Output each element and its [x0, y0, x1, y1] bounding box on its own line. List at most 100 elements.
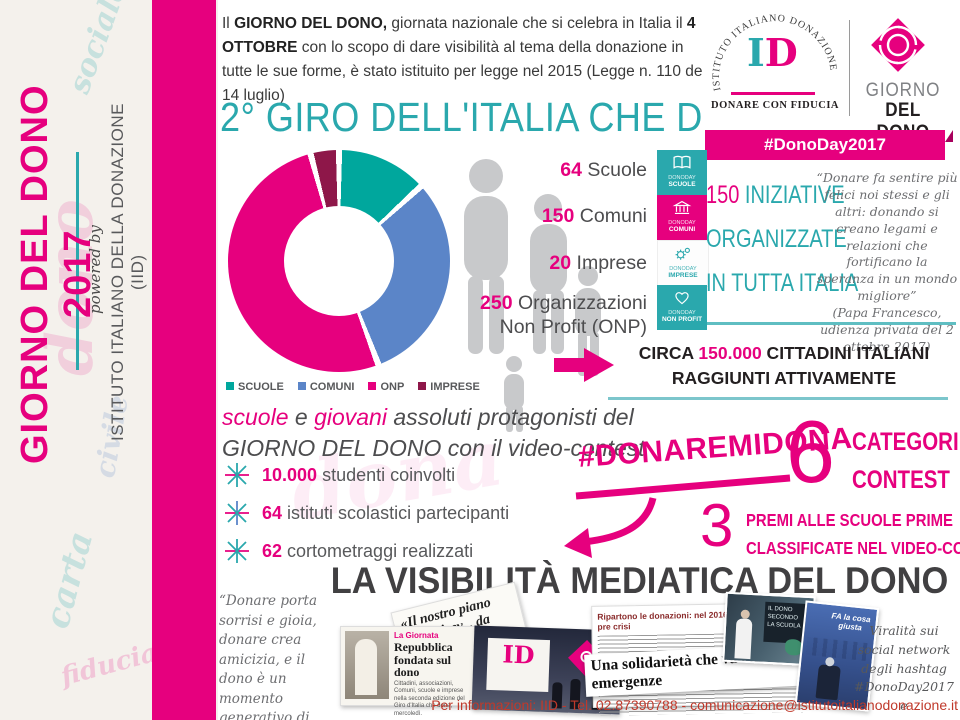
- watermark-word: carta: [37, 527, 102, 633]
- stat-number: 250: [480, 292, 513, 314]
- asterisk-icon: [225, 539, 249, 563]
- media-section-title: LA VISIBILITÀ MEDIATICA DEL DONO: [330, 560, 949, 601]
- quote-attribution: (Papa Francesco, udienza privata del 2 o…: [820, 305, 954, 354]
- badge-comuni: DONODAY COMUNI: [657, 195, 707, 240]
- brand-giorno: GIORNO: [865, 80, 941, 101]
- stat-label-line2: Non Profit (ONP): [499, 316, 647, 339]
- logo-block: ISTITUTO ITALIANO DONAZIONE ID DONARE CO…: [703, 6, 953, 162]
- heart-icon: [675, 292, 689, 305]
- prizes-line1: PREMI ALLE SCUOLE PRIME: [746, 510, 953, 530]
- gears-icon: [675, 247, 690, 260]
- sidebar-divider-line: [76, 152, 79, 370]
- donoday-badges: DONODAY SCUOLE DONODAY COMUNI DONODAY IM…: [657, 150, 709, 330]
- initiatives-line2: ORGANIZZATE: [706, 224, 847, 253]
- initiatives-line3: IN TUTTA ITALIA: [706, 268, 859, 297]
- badge-caption: IMPRESE: [668, 272, 698, 280]
- bullet-label: istituti scolastici partecipanti: [282, 503, 510, 523]
- intro-paragraph: Il GIORNO DEL DONO, giornata nazionale c…: [222, 12, 712, 108]
- social-virality-note: Viralità sui social network degli hashta…: [851, 623, 958, 720]
- bullet-number: 10.000: [262, 465, 318, 485]
- bullet-label: cortometraggi realizzati: [282, 541, 474, 561]
- stat-scuole: 64 Scuole: [432, 158, 647, 182]
- badge-imprese: DONODAY IMPRESE: [657, 240, 709, 287]
- clipping-photo: [345, 631, 389, 699]
- reach-number: 150.000: [698, 343, 762, 363]
- newspaper-clipping-giornata: La Giornata Repubblica fondata sul dono …: [340, 626, 478, 717]
- stat-label: Organizzazioni: [518, 292, 647, 314]
- intro-text: con lo scopo di dare visibilità al tema …: [222, 39, 706, 105]
- bullet-number: 62: [262, 541, 283, 561]
- chart-legend: SCUOLE COMUNI ONP IMPRESE: [226, 381, 480, 393]
- pope-quote: “Donare fa sentire più felici noi stessi…: [816, 170, 958, 356]
- intro-bold: 4 OTTOBRE: [222, 15, 696, 57]
- event-backdrop-panel: ID: [486, 637, 551, 693]
- watermark-word: fiducia: [57, 637, 161, 693]
- initiatives-line1: 150 INIZIATIVE: [706, 174, 845, 218]
- lead-highlight: scuole: [222, 404, 289, 430]
- badge-caption: COMUNI: [668, 226, 696, 234]
- stat-number: 64: [560, 159, 582, 181]
- stat-onp: 250 Organizzazioni Non Profit (ONP): [432, 291, 647, 340]
- lead-highlight: giovani: [314, 404, 387, 430]
- categories-label: CATEGORIE CONTEST: [852, 424, 960, 499]
- teal-divider: [700, 322, 956, 325]
- iid-arc-logo: ISTITUTO ITALIANO DONAZIONE: [711, 13, 838, 92]
- legend-item: COMUNI: [297, 381, 354, 393]
- legend-item: SCUOLE: [226, 381, 284, 393]
- donoday-ribbon: #DonoDay2017: [705, 130, 953, 160]
- iid-tagline: DONARE CON FIDUCIA: [710, 100, 839, 111]
- book-icon: [673, 155, 691, 169]
- section-heading-giro: 2° GIRO DELL'ITALIA CHE DONA: [220, 94, 783, 140]
- categories-line1: CATEGORIE: [852, 428, 960, 456]
- teal-divider: [608, 397, 948, 400]
- legend-swatch: [226, 382, 234, 390]
- bank-icon: [672, 200, 692, 215]
- badge-caption: SCUOLE: [668, 181, 696, 189]
- stat-comuni: 150 Comuni: [432, 204, 647, 228]
- prizes-line2: CLASSIFICATE NEL VIDEO-CONTEST: [746, 538, 960, 558]
- lead-text: assoluti protagonisti del: [386, 404, 634, 430]
- event-title-vertical: GIORNO DEL DONO 2017: [14, 84, 99, 464]
- iid-letter-d: D: [764, 30, 798, 75]
- legend-item: ONP: [368, 381, 404, 393]
- lead-text: e: [288, 404, 315, 430]
- badge-caption: DONODAY: [668, 220, 696, 226]
- badge-caption: NON PROFIT: [661, 316, 703, 324]
- sidebar-organization-label: ISTITUTO ITALIANO DELLA DONAZIONE (IID): [108, 103, 147, 441]
- categories-number: 6: [786, 402, 835, 501]
- initiatives-number: 150: [706, 181, 740, 209]
- iid-underline: [731, 92, 815, 95]
- stat-label: Imprese: [576, 252, 647, 274]
- iid-monogram: ID: [747, 34, 798, 72]
- bullet-label: studenti coinvolti: [317, 465, 456, 485]
- initiatives-word: INIZIATIVE: [739, 181, 845, 209]
- stat-label: Comuni: [579, 205, 647, 227]
- bullet-istituti: 64 istituti scolastici partecipanti: [224, 500, 509, 526]
- badge-scuole: DONODAY SCUOLE: [657, 150, 707, 195]
- quote-text: “Donare fa sentire più felici noi stessi…: [816, 170, 958, 304]
- bullet-cortometraggi: 62 cortometraggi realizzati: [224, 538, 473, 564]
- reach-text: CITTADINI ITALIANI: [761, 343, 930, 363]
- reach-text: CIRCA: [638, 343, 699, 363]
- participation-donut-chart: [228, 150, 450, 372]
- people-silhouette-graphic: [464, 159, 601, 432]
- reach-statement: CIRCA 150.000 CITTADINI ITALIANI RAGGIUN…: [612, 341, 956, 392]
- bullet-number: 64: [262, 503, 283, 523]
- footer-contact-info: Per informazioni: IID - Tel. 02.87390788…: [431, 697, 958, 713]
- badge-caption: DONODAY: [669, 266, 697, 272]
- lead-text-line2: GIORNO DEL DONO con il video-contest: [222, 435, 645, 462]
- donut-hole: [284, 206, 394, 316]
- giorno-del-dono-diamond-icon: [871, 18, 925, 72]
- prizes-label: PREMI ALLE SCUOLE PRIME CLASSIFICATE NEL…: [746, 506, 960, 562]
- prizes-number: 3: [700, 492, 734, 559]
- legend-swatch: [418, 382, 427, 390]
- bullet-studenti: 10.000 studenti coinvolti: [224, 462, 455, 488]
- initiatives-stat: 150 INIZIATIVE ORGANIZZATE IN TUTTA ITAL…: [706, 174, 859, 305]
- stat-number: 20: [549, 252, 572, 274]
- hashtag-underline-arrow: [564, 474, 791, 558]
- asterisk-icon: [225, 463, 249, 487]
- logo-divider: [849, 20, 850, 116]
- badge-non-profit: DONODAY NON PROFIT: [657, 285, 707, 330]
- stat-label: Scuole: [587, 159, 647, 181]
